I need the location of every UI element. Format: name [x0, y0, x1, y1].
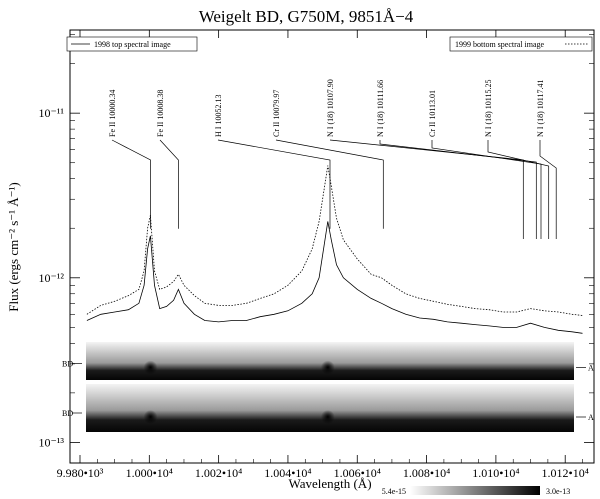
- spectral-images: BD A BD A: [62, 342, 594, 432]
- line-id-label: Fe II 10000.34: [108, 90, 117, 137]
- spectral-image-band: [86, 384, 574, 432]
- series-layer: [86, 165, 583, 334]
- spectral-feature: [320, 360, 335, 375]
- y-axis-label: Flux (ergs cm⁻² s⁻¹ Å⁻¹): [6, 182, 21, 312]
- x-axis-label: Wavelength (Å): [288, 476, 371, 491]
- spectral-label-right: A: [588, 364, 594, 373]
- x-tick-label: 1.008•10⁴: [403, 466, 450, 480]
- line-id-label: Cr II 10079.97: [272, 90, 281, 137]
- series-solid: [86, 221, 583, 334]
- line-id-label: H I 10052.13: [214, 95, 223, 137]
- legend-right: 1999 bottom spectral image: [449, 36, 593, 52]
- legend-label-1999: 1999 bottom spectral image: [455, 40, 545, 49]
- line-id-leader: [275, 139, 384, 229]
- spectral-feature: [143, 360, 158, 375]
- chart-title: Weigelt BD, G750M, 9851Å−4: [199, 7, 414, 26]
- ticks-layer: 9.980•10³ 1.000•10⁴ 1.002•10⁴ 1.004•10⁴ 1.00…: [38, 30, 594, 480]
- line-id-leader: [431, 140, 542, 239]
- line-id-label: N I (18) 10111.66: [376, 80, 385, 137]
- line-id-leader: [217, 139, 331, 229]
- line-id-label: N I (18) 10117.41: [536, 80, 545, 137]
- colorbar-min-label: 5.4e-15: [382, 487, 406, 496]
- plot-frame: [69, 29, 595, 464]
- line-id-leader: [379, 140, 537, 239]
- x-tick-label: 1.004•10⁴: [264, 466, 311, 480]
- spectral-label-right: A: [588, 413, 594, 422]
- x-tick-label: 1.000•10⁴: [126, 466, 173, 480]
- line-id-leader: [111, 139, 151, 229]
- spectral-label-left: BD: [62, 360, 73, 369]
- colorbar-max-label: 3.0e-13: [546, 487, 570, 496]
- legend-left: 1998 top spectral image: [66, 36, 198, 52]
- y-tick-label: 10⁻¹¹: [38, 106, 64, 120]
- line-id-label: Cr II 10113.01: [428, 90, 437, 137]
- x-tick-label: 9.980•10³: [57, 466, 104, 480]
- line-id-label: Fe II 10008.38: [156, 90, 165, 137]
- line-id-leader: [487, 140, 550, 239]
- line-id-leader: [539, 140, 557, 239]
- x-tick-label: 1.002•10⁴: [195, 466, 242, 480]
- y-tick-label: 10⁻¹²: [38, 271, 64, 285]
- spectral-feature: [320, 410, 335, 424]
- colorbar-gradient: [410, 486, 540, 495]
- line-id-label: N I (18) 10107.90: [326, 79, 335, 137]
- spectral-label-left: BD: [62, 409, 73, 418]
- colorbar: 5.4e-15 3.0e-13: [382, 486, 570, 496]
- line-id-leader: [159, 139, 179, 229]
- line-id-label: N I (18) 10115.25: [484, 80, 493, 137]
- x-tick-label: 1.010•10⁴: [472, 466, 519, 480]
- line-id-layer: Fe II 10000.34 Fe II 10008.38 H I 10052.13…: [108, 79, 557, 239]
- line-id-leader: [329, 139, 524, 239]
- legend-label-1998: 1998 top spectral image: [94, 40, 171, 49]
- x-tick-label: 1.012•10⁴: [542, 466, 589, 480]
- y-tick-label: 10⁻¹³: [38, 435, 64, 449]
- spectral-feature: [143, 410, 158, 424]
- x-tick-label: 1.006•10⁴: [334, 466, 381, 480]
- series-dotted: [86, 165, 583, 316]
